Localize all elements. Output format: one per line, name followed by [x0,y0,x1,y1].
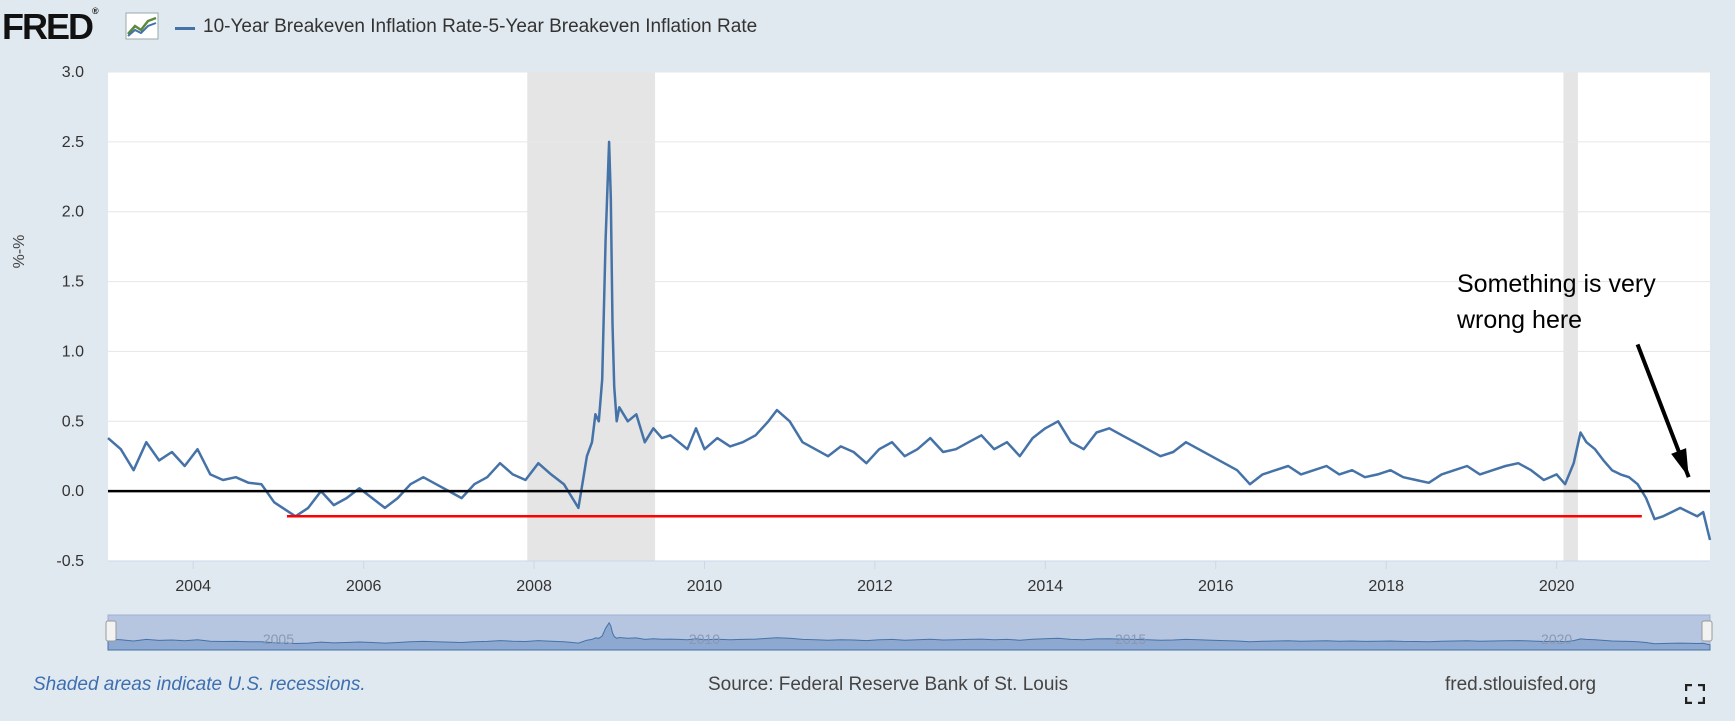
logo-registered-mark: ® [92,6,98,16]
chart-header: FRED® 10-Year Breakeven Inflation Rate-5… [0,0,1735,56]
navigator-handle-left[interactable] [105,620,117,642]
logo-text: FRED [2,6,94,47]
annotation-text-line2: wrong here [1456,306,1582,334]
annotation-arrowhead [1671,448,1689,478]
fullscreen-icon[interactable] [1685,684,1705,704]
x-tick-label: 2018 [1368,578,1404,595]
x-tick-label: 2010 [687,578,723,595]
x-tick-label: 2016 [1198,578,1234,595]
navigator-handle-right[interactable] [1701,620,1713,642]
y-tick-label: 0.0 [62,483,84,500]
x-tick-label: 2014 [1028,578,1064,595]
navigator-tick-label: 2015 [1115,631,1146,647]
recession-band [1563,72,1578,561]
x-tick-label: 2020 [1539,578,1575,595]
x-tick-label: 2012 [857,578,893,595]
series-line[interactable] [107,140,1712,541]
y-tick-label: 2.5 [62,134,84,151]
site-link[interactable]: fred.stlouisfed.org [1445,674,1597,695]
y-tick-label: -0.5 [56,553,84,570]
navigator-tick-label: 2020 [1541,631,1572,647]
y-tick-label: 3.0 [62,64,84,81]
recession-band [527,72,656,561]
y-tick-label: 2.0 [62,204,84,221]
y-axis-label: %-% [11,235,28,269]
fred-logo[interactable]: FRED® [2,6,98,48]
legend-series-label[interactable]: 10-Year Breakeven Inflation Rate-5-Year … [203,16,758,37]
line-graph-icon [125,12,159,40]
x-tick-label: 2006 [346,578,382,595]
navigator-tick-label: 2005 [263,631,294,647]
navigator-tick-label: 2010 [689,631,720,647]
annotation-text-line1: Something is very [1457,270,1656,298]
source-text: Source: Federal Reserve Bank of St. Loui… [708,674,1069,695]
plot-area [108,72,1710,561]
y-tick-label: 1.5 [62,274,84,291]
x-tick-label: 2008 [516,578,552,595]
x-tick-label: 2004 [175,578,211,595]
y-tick-label: 0.5 [62,413,84,430]
recession-note: Shaded areas indicate U.S. recessions. [33,674,366,695]
navigator-series [107,621,1711,651]
y-tick-label: 1.0 [62,343,84,360]
legend-swatch [175,27,195,30]
